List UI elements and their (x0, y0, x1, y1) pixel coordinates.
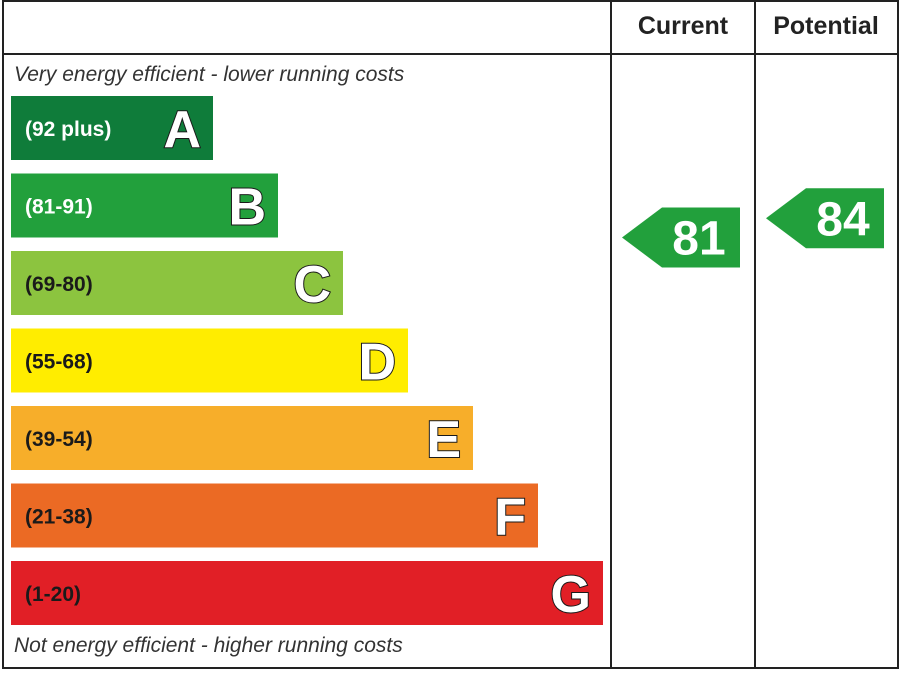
band-d-letter: D (358, 334, 396, 392)
band-e-range: (39-54) (25, 428, 93, 451)
band-b-letter: B (228, 179, 266, 237)
band-g-letter: G (551, 566, 591, 624)
potential-rating-arrow (766, 188, 884, 249)
bottom-note: Not energy efficient - higher running co… (14, 634, 403, 657)
top-note: Very energy efficient - lower running co… (14, 63, 405, 86)
band-b-range: (81-91) (25, 196, 93, 219)
potential-rating-value: 84 (816, 193, 870, 246)
band-c-range: (69-80) (25, 273, 93, 296)
band-b-bar (11, 173, 278, 238)
current-rating-arrow (622, 207, 740, 268)
band-d-range: (55-68) (25, 351, 93, 374)
rating-bands: (92 plus) A (81-91) B (69-80) C (55-68) D (39-54… (11, 96, 603, 625)
band-e-bar (11, 406, 473, 470)
band-d-bar (11, 328, 408, 393)
band-a-bar (11, 96, 213, 160)
current-header: Current (638, 12, 729, 40)
band-g-bar (11, 561, 603, 625)
band-a-range: (92 plus) (25, 118, 111, 141)
band-a-letter: A (163, 101, 201, 159)
band-c-bar (11, 251, 343, 315)
band-f-range: (21-38) (25, 506, 93, 529)
potential-header: Potential (773, 12, 879, 40)
rating-arrows: 81 84 (622, 188, 884, 268)
band-f-bar (11, 483, 538, 548)
band-e-letter: E (426, 411, 461, 469)
band-g-range: (1-20) (25, 583, 81, 606)
band-c-letter: C (293, 256, 331, 314)
band-f-letter: F (494, 489, 526, 547)
current-rating-value: 81 (672, 213, 725, 266)
